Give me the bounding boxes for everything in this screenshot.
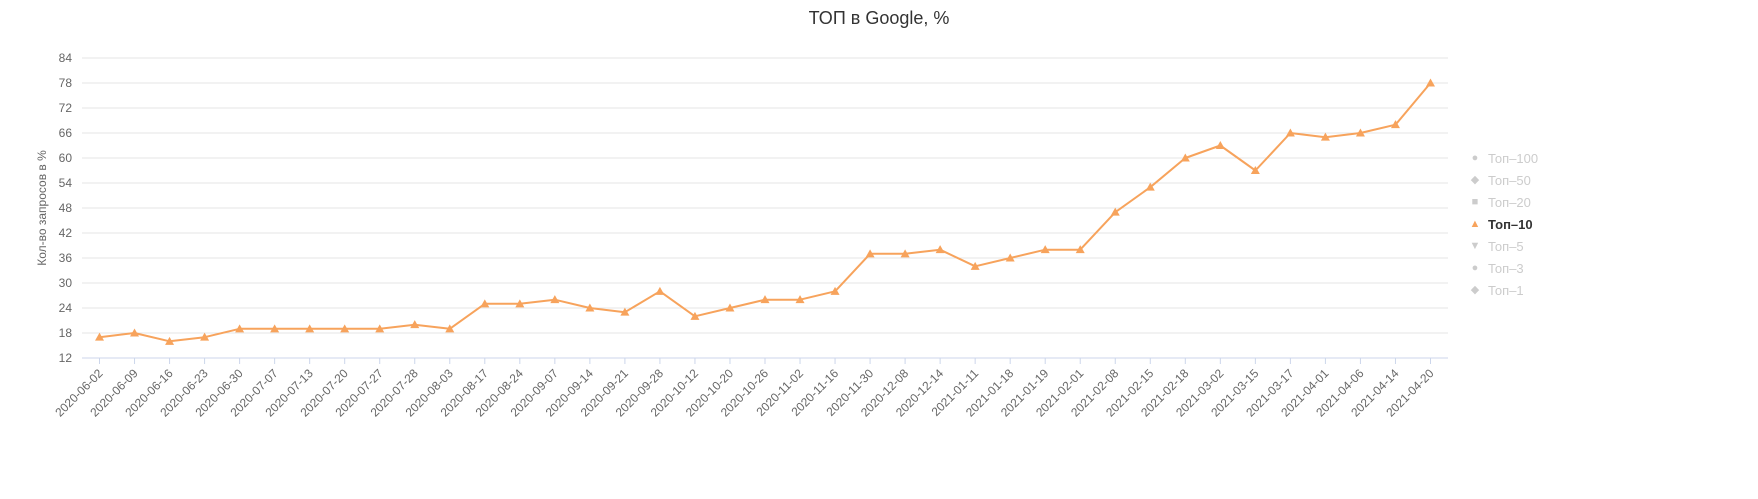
- legend-item-label: Топ–20: [1488, 195, 1531, 210]
- y-axis-labels: 12 18 24 30 36 42 48 54 60 66 72 78 84: [59, 51, 73, 365]
- circle-marker-icon: ●: [1471, 152, 1479, 164]
- diamond-marker-icon: ◆: [1470, 284, 1480, 296]
- legend-item-label: Топ–1: [1488, 283, 1524, 298]
- legend-item--1[interactable]: ◆ Топ–1: [1468, 282, 1538, 299]
- y-tick-label: 60: [59, 151, 73, 165]
- legend-item-label: Топ–5: [1488, 239, 1524, 254]
- legend-item--3[interactable]: ● Топ–3: [1468, 260, 1538, 277]
- y-tick-label: 72: [59, 101, 73, 115]
- legend-item-label: Топ–100: [1488, 151, 1539, 166]
- y-tick-label: 54: [59, 176, 73, 190]
- y-gridlines: [82, 57, 1448, 359]
- diamond-marker-icon: ◆: [1470, 174, 1480, 186]
- legend-item-label: Топ–10: [1488, 217, 1533, 232]
- legend-item--10[interactable]: ▲ Топ–10: [1468, 216, 1538, 233]
- y-tick-label: 30: [59, 276, 73, 290]
- legend-item--50[interactable]: ◆ Топ–50: [1468, 172, 1538, 189]
- legend-item-label: Топ–50: [1488, 173, 1531, 188]
- y-tick-label: 48: [59, 201, 73, 215]
- y-axis-title: Кол-во запросов в %: [35, 150, 49, 266]
- legend-item--100[interactable]: ● Топ–100: [1468, 150, 1538, 167]
- y-tick-label: 84: [59, 51, 73, 65]
- y-tick-label: 36: [59, 251, 73, 265]
- y-tick-label: 18: [59, 326, 73, 340]
- series-top-10-markers: [95, 78, 1435, 345]
- triangle-marker-icon: ▲: [1469, 218, 1481, 230]
- x-axis-labels: 2020-06-022020-06-092020-06-162020-06-23…: [52, 366, 1437, 420]
- square-marker-icon: ■: [1471, 196, 1479, 208]
- chart-title: ТОП в Google, %: [808, 8, 950, 28]
- chart-legend: ● Топ–100 ◆ Топ–50 ■ Топ–20 ▲ Топ–10 ▼ Топ–5 ● Топ–…: [1468, 150, 1539, 299]
- y-tick-label: 12: [59, 351, 73, 365]
- x-axis-ticks: [99, 358, 1431, 364]
- y-tick-label: 66: [59, 126, 73, 140]
- legend-item-label: Топ–3: [1488, 261, 1524, 276]
- legend-item--20[interactable]: ■ Топ–20: [1468, 194, 1538, 211]
- circle-marker-icon: ●: [1471, 262, 1479, 274]
- y-tick-label: 42: [59, 226, 73, 240]
- y-tick-label: 78: [59, 76, 73, 90]
- triangle-down-marker-icon: ▼: [1469, 240, 1481, 252]
- y-tick-label: 24: [59, 301, 73, 315]
- legend-item--5[interactable]: ▼ Топ–5: [1468, 238, 1538, 255]
